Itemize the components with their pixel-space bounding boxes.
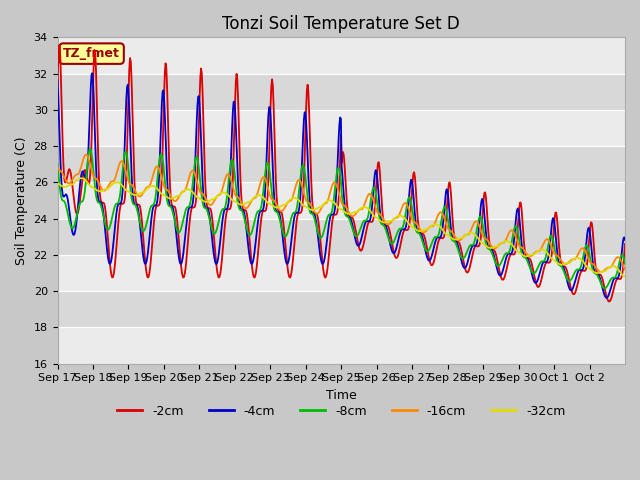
Bar [58, 219, 625, 255]
Bar [58, 182, 625, 219]
Title: Tonzi Soil Temperature Set D: Tonzi Soil Temperature Set D [222, 15, 460, 33]
Y-axis label: Soil Temperature (C): Soil Temperature (C) [15, 136, 28, 265]
Legend: -2cm, -4cm, -8cm, -16cm, -32cm: -2cm, -4cm, -8cm, -16cm, -32cm [112, 400, 570, 423]
Bar [58, 327, 625, 364]
Bar [58, 146, 625, 182]
X-axis label: Time: Time [326, 389, 356, 402]
Text: TZ_fmet: TZ_fmet [63, 47, 120, 60]
Bar [58, 291, 625, 327]
Bar [58, 255, 625, 291]
Bar [58, 37, 625, 73]
Bar [58, 110, 625, 146]
Bar [58, 73, 625, 110]
